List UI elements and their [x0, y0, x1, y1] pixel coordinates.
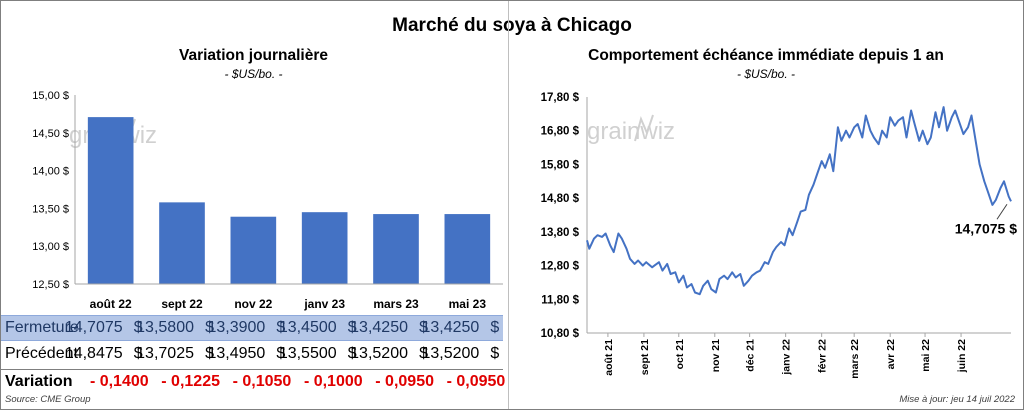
price-line	[586, 106, 1012, 296]
line-y-tick-label: 15,80 $	[541, 159, 580, 171]
bar-x-tick-label: mai 23	[449, 297, 487, 311]
table-cell-fermeture: 13,4500	[278, 319, 337, 336]
line-x-tick-label: oct 21	[674, 339, 686, 370]
table-cell-currency: $	[205, 345, 214, 362]
table-cell-fermeture: 13,4250	[421, 319, 480, 336]
line-chart-unit: - $US/bo. -	[736, 67, 796, 81]
bar	[301, 212, 348, 284]
bar-x-tick-label: août 22	[90, 297, 132, 311]
line-x-tick-label: sept 21	[639, 339, 651, 375]
table-row-variation: Variation - 0,1400 - 0,1225 - 0,1050 - 0,10…	[1, 369, 506, 394]
line-x-tick-label: mai 22	[920, 339, 932, 372]
bar-x-tick-label: janv 23	[303, 297, 345, 311]
table-cell-precedent: 13,5500	[278, 345, 337, 362]
bar	[159, 202, 205, 284]
watermark-mark	[634, 114, 654, 142]
table-row-fermeture: Fermeture 14,7075 $13,5800 $13,3900 $13,450…	[1, 315, 503, 341]
line-y-tick-label: 17,80 $	[541, 92, 580, 104]
table-cell-currency: $	[347, 345, 357, 362]
table-cell-currency: $	[490, 345, 500, 362]
line-y-tick-label: 16,80 $	[541, 126, 580, 138]
bar-x-tick-label: mars 23	[373, 297, 419, 311]
panel-divider	[508, 1, 509, 409]
table-cell-currency: $	[133, 345, 143, 362]
table-cell-precedent: 13,4950	[207, 345, 266, 362]
table-cell-currency: $	[347, 319, 357, 336]
line-y-tick-label: 12,80 $	[541, 261, 580, 273]
table-cell-precedent: 14,8475	[64, 345, 123, 362]
table-row-precedent: Précédent 14,8475 $13,7025 $13,4950 $13,550…	[1, 342, 503, 366]
line-chart-title: Comportement échéance immédiate depuis 1…	[588, 47, 944, 64]
bar	[373, 214, 419, 284]
bar-y-tick-label: 14,50 $	[32, 128, 69, 140]
table-cell-fermeture: 13,4250	[350, 319, 408, 336]
table-cell-variation: - 0,0950	[375, 373, 434, 390]
table-cell-precedent: 13,5200	[350, 345, 408, 362]
table-cell-fermeture: 14,7075	[64, 319, 123, 336]
table-cell-currency: $	[419, 319, 428, 336]
line-x-tick-label: nov 21	[710, 339, 722, 372]
main-title: Marché du soya à Chicago	[392, 15, 632, 36]
table-cell-currency: $	[205, 319, 214, 336]
bar	[444, 214, 491, 284]
watermark-text: grainwiz	[587, 118, 675, 145]
row-label-variation: Variation	[5, 373, 73, 390]
annotation-leader	[996, 203, 1008, 220]
last-price-label: 14,7075 $	[955, 220, 1017, 236]
line-chart: grainwiz 10,80 $ 11,80 $ 12,80 $ 13,80 $ 14,…	[541, 92, 1018, 379]
row-label-fermeture: Fermeture	[5, 319, 79, 336]
bar	[87, 117, 134, 284]
grainwiz-watermark: grainwiz	[587, 114, 675, 145]
line-y-tick-label: 13,80 $	[541, 227, 580, 239]
line-y-tick-label: 14,80 $	[541, 193, 580, 205]
table-cell-variation: - 0,1050	[232, 373, 292, 390]
line-x-tick-label: janv 22	[781, 339, 793, 376]
bar-y-tick-label: 13,00 $	[32, 241, 69, 253]
line-x-tick-label: avr 22	[885, 339, 897, 370]
table-cell-variation: - 0,1400	[89, 373, 149, 390]
bar-y-tick-label: 12,50 $	[32, 279, 69, 291]
table-cell-fermeture: 13,3900	[207, 319, 266, 336]
bar-chart: grainwiz 12,50 $13,00 $13,50 $14,00 $14,…	[32, 90, 503, 311]
table-cell-currency: $	[276, 345, 286, 362]
table-cell-variation: - 0,1225	[161, 373, 220, 390]
table-cell-precedent: 13,5200	[421, 345, 480, 362]
table-cell-variation: - 0,1000	[303, 373, 363, 390]
table-cell-currency: $	[133, 319, 143, 336]
bar-x-tick-label: nov 22	[234, 297, 272, 311]
source-note: Source: CME Group	[5, 394, 91, 405]
table-cell-variation: - 0,0950	[446, 373, 506, 390]
row-label-precedent: Précédent	[5, 345, 78, 362]
line-x-tick-label: juin 22	[956, 339, 968, 373]
table-cell-currency: $	[490, 319, 500, 336]
bar-y-tick-label: 15,00 $	[32, 90, 69, 102]
bar-x-tick-label: sept 22	[161, 297, 203, 311]
bar-y-tick-label: 14,00 $	[32, 166, 69, 178]
table-cell-currency: $	[276, 319, 286, 336]
table-cell-fermeture: 13,5800	[136, 319, 194, 336]
table-cell-precedent: 13,7025	[136, 345, 194, 362]
bar-y-tick-label: 13,50 $	[32, 203, 69, 215]
table-cell-currency: $	[419, 345, 428, 362]
line-x-tick-label: févr 22	[817, 339, 829, 373]
line-x-tick-label: août 21	[603, 339, 615, 376]
bar-chart-unit: - $US/bo. -	[224, 67, 283, 81]
line-x-tick-label: mars 22	[849, 339, 861, 379]
line-y-tick-label: 10,80 $	[541, 328, 580, 340]
update-note: Mise à jour: jeu 14 juil 2022	[899, 394, 1015, 405]
line-y-tick-label: 11,80 $	[541, 294, 579, 306]
bar	[230, 216, 277, 284]
line-x-tick-label: déc 21	[745, 339, 757, 372]
bar-chart-title: Variation journalière	[178, 47, 329, 64]
